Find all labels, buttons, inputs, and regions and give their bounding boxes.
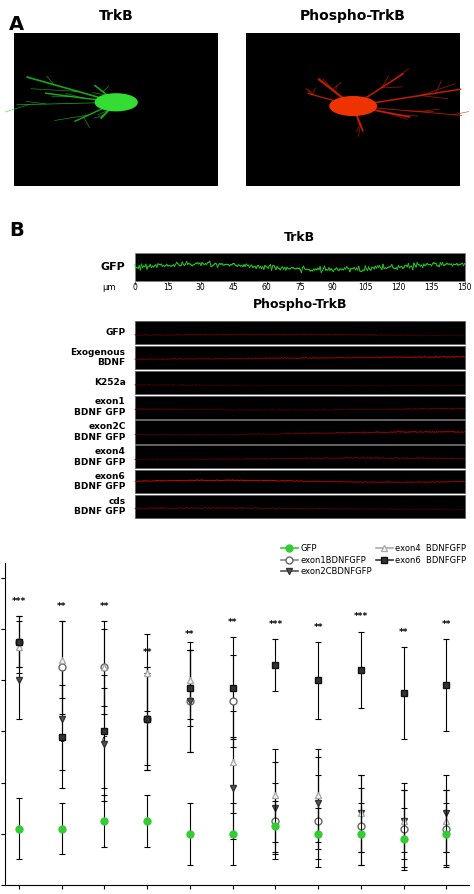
Text: **: ** bbox=[100, 603, 109, 611]
FancyBboxPatch shape bbox=[135, 495, 465, 519]
FancyBboxPatch shape bbox=[135, 420, 465, 443]
Text: 0: 0 bbox=[132, 283, 137, 291]
FancyBboxPatch shape bbox=[135, 346, 465, 369]
Text: Phospho-TrkB: Phospho-TrkB bbox=[253, 299, 347, 311]
Text: **: ** bbox=[399, 628, 409, 637]
Text: 75: 75 bbox=[295, 283, 305, 291]
Text: 60: 60 bbox=[262, 283, 272, 291]
Text: exon4
BDNF GFP: exon4 BDNF GFP bbox=[74, 447, 126, 467]
Text: 45: 45 bbox=[229, 283, 238, 291]
FancyBboxPatch shape bbox=[14, 33, 219, 186]
FancyBboxPatch shape bbox=[135, 470, 465, 493]
Text: **: ** bbox=[228, 618, 237, 627]
Text: **: ** bbox=[442, 620, 451, 629]
Text: ***: *** bbox=[12, 597, 26, 606]
FancyBboxPatch shape bbox=[246, 33, 460, 186]
Text: B: B bbox=[9, 221, 24, 240]
Text: 150: 150 bbox=[457, 283, 472, 291]
Text: c: c bbox=[102, 734, 107, 744]
Text: TrkB: TrkB bbox=[99, 9, 134, 23]
Text: 15: 15 bbox=[163, 283, 173, 291]
Text: 135: 135 bbox=[424, 283, 439, 291]
Text: ***: *** bbox=[268, 620, 283, 629]
Text: A: A bbox=[9, 14, 25, 34]
Text: TrkB: TrkB bbox=[284, 231, 315, 244]
Text: Exogenous
BDNF: Exogenous BDNF bbox=[71, 348, 126, 367]
Text: Phospho-TrkB: Phospho-TrkB bbox=[300, 9, 406, 23]
FancyBboxPatch shape bbox=[135, 321, 465, 344]
Text: GFP: GFP bbox=[105, 328, 126, 337]
Text: cds
BDNF GFP: cds BDNF GFP bbox=[74, 497, 126, 516]
FancyBboxPatch shape bbox=[135, 395, 465, 418]
Text: GFP: GFP bbox=[101, 262, 126, 272]
FancyBboxPatch shape bbox=[135, 253, 465, 281]
Legend: GFP, exon1BDNFGFP, exon2CBDNFGFP, exon4  BDNFGFP, exon6  BDNFGFP: GFP, exon1BDNFGFP, exon2CBDNFGFP, exon4 … bbox=[278, 541, 470, 579]
Text: exon1
BDNF GFP: exon1 BDNF GFP bbox=[74, 398, 126, 417]
Circle shape bbox=[95, 94, 137, 111]
FancyBboxPatch shape bbox=[135, 445, 465, 468]
Text: 90: 90 bbox=[328, 283, 337, 291]
Text: exon6
BDNF GFP: exon6 BDNF GFP bbox=[74, 472, 126, 492]
Circle shape bbox=[330, 97, 376, 115]
Text: **: ** bbox=[143, 648, 152, 657]
Text: **: ** bbox=[57, 603, 66, 611]
FancyBboxPatch shape bbox=[135, 371, 465, 394]
Text: exon2C
BDNF GFP: exon2C BDNF GFP bbox=[74, 422, 126, 442]
Text: K252a: K252a bbox=[94, 378, 126, 387]
Text: ***: *** bbox=[354, 612, 368, 621]
Text: **: ** bbox=[313, 622, 323, 632]
Text: 105: 105 bbox=[358, 283, 373, 291]
Text: 30: 30 bbox=[196, 283, 206, 291]
Text: 120: 120 bbox=[392, 283, 406, 291]
Text: c: c bbox=[59, 734, 64, 744]
Text: μm: μm bbox=[103, 283, 116, 291]
Text: **: ** bbox=[185, 630, 195, 639]
